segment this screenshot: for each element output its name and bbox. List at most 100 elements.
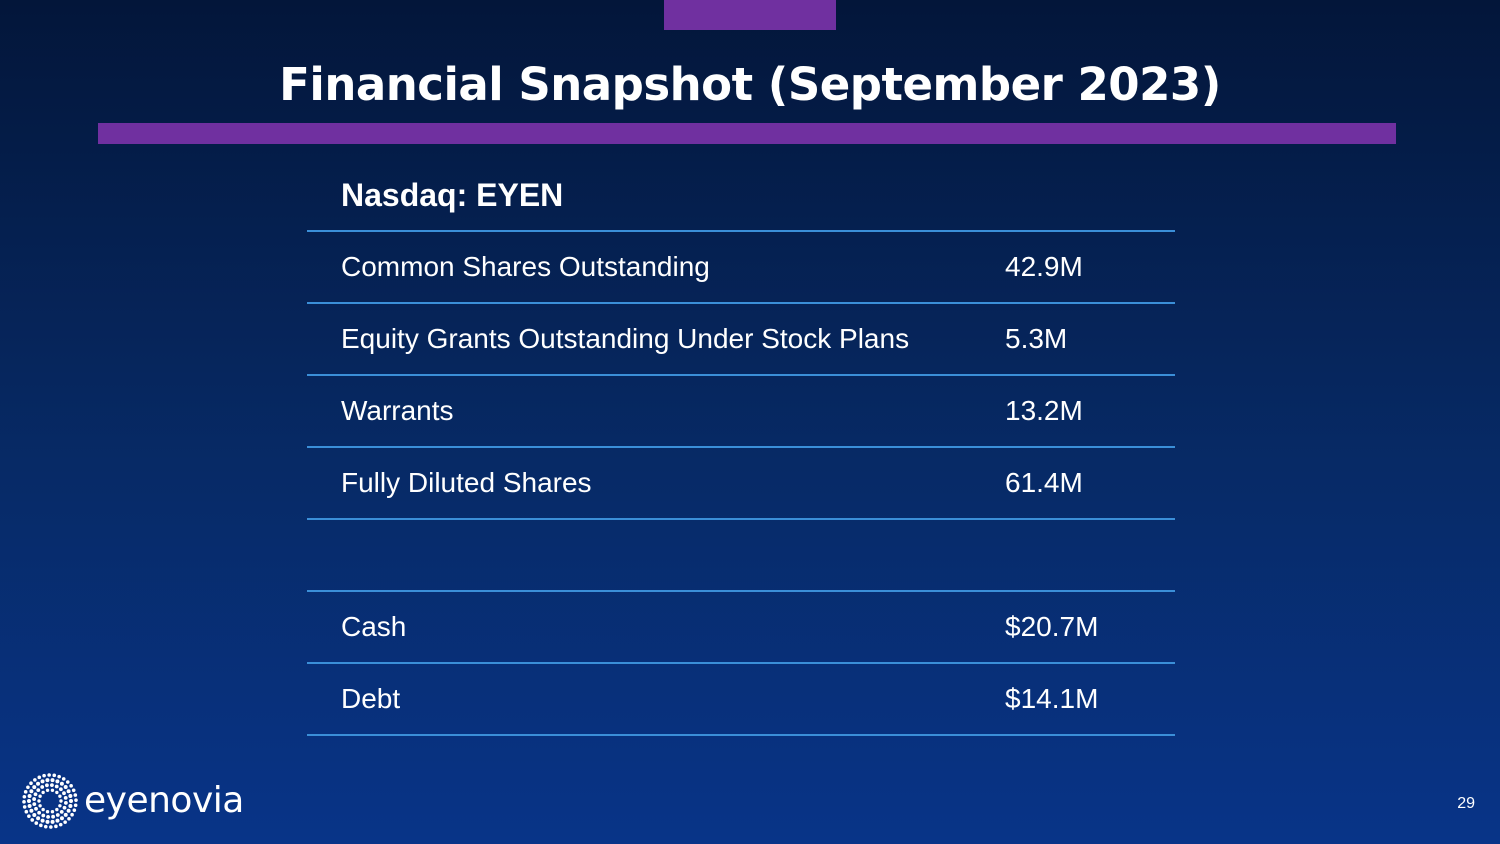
logo-dot (39, 823, 43, 828)
slide-title: Financial Snapshot (September 2023) (279, 58, 1221, 111)
logo-dot (22, 800, 26, 804)
eyenovia-logo: eyenovia (20, 773, 244, 829)
logo-dot (66, 808, 71, 813)
table-row: Debt $14.1M (307, 664, 1175, 736)
table-row: Cash $20.7M (307, 592, 1175, 664)
logo-dot (49, 825, 53, 829)
row-value: 61.4M (1005, 467, 1083, 498)
logo-dot (32, 812, 37, 817)
logo-dot (40, 779, 45, 784)
logo-dot (22, 794, 27, 799)
logo-dot (34, 806, 38, 811)
logo-dot (63, 812, 68, 817)
logo-dot (69, 784, 73, 788)
logo-dot (36, 781, 41, 786)
logo-dot (34, 821, 39, 825)
logo-dot (40, 785, 45, 789)
logo-dot (29, 808, 34, 813)
logo-dot (38, 804, 42, 808)
logo-dot (42, 773, 46, 778)
logo-dot (55, 807, 59, 812)
logo-dot (41, 813, 46, 818)
logo-dot (45, 778, 50, 783)
row-label: Common Shares Outstanding (341, 251, 710, 282)
logo-dot (47, 773, 51, 777)
logo-dot (26, 785, 30, 790)
logo-dot (37, 810, 42, 815)
financial-table: Nasdaq: EYEN Common Shares Outstanding 4… (307, 160, 1175, 736)
logo-dot (63, 820, 67, 824)
logo-dot (27, 814, 31, 818)
logo-dot (68, 793, 73, 798)
table-row: Equity Grants Outstanding Under Stock Pl… (307, 304, 1175, 376)
logo-dot (63, 785, 68, 790)
logo-dot (73, 793, 78, 797)
logo-dot (33, 792, 38, 797)
logo-dot (63, 796, 68, 800)
logo-dot (32, 802, 37, 806)
table-header: Nasdaq: EYEN (307, 160, 1175, 232)
logo-dot (59, 781, 64, 786)
logo-dot (62, 805, 67, 810)
logo-dot (66, 789, 71, 794)
logo-dot (58, 794, 62, 798)
logo-dot (65, 780, 70, 784)
dotted-sunburst-icon (22, 773, 78, 829)
logo-dot (27, 804, 32, 809)
logo-dot (74, 798, 78, 802)
logo-dot (54, 824, 58, 829)
logo-dot (29, 781, 33, 786)
logo-dot (37, 799, 41, 803)
logo-dot (45, 819, 50, 824)
logo-dot (32, 797, 37, 801)
logo-dot (58, 787, 63, 792)
logo-dot (45, 783, 49, 788)
logo-dot (23, 790, 28, 794)
logo-dot (71, 788, 76, 793)
logo-dot (54, 784, 59, 789)
top-accent-tab (664, 0, 836, 30)
logo-dot (69, 798, 73, 803)
logo-dot (50, 819, 55, 824)
table-row: Fully Diluted Shares 61.4M (307, 448, 1175, 520)
logo-dot (45, 810, 50, 814)
logo-dot (59, 799, 63, 803)
logo-dot (51, 814, 55, 819)
logo-dot (46, 814, 50, 819)
logo-dot (24, 809, 29, 814)
logo-dot (52, 773, 57, 778)
logo-dot (29, 789, 34, 794)
logo-dot (55, 813, 60, 817)
row-label: Cash (341, 611, 407, 642)
row-label: Fully Diluted Shares (341, 467, 592, 498)
logo-dot (50, 788, 55, 792)
logo-dot (40, 818, 45, 823)
logo-dot (63, 801, 68, 805)
logo-dot (36, 788, 41, 793)
row-value: $14.1M (1005, 683, 1099, 714)
logo-dot (33, 778, 37, 782)
logo-dot (55, 779, 60, 784)
logo-dot (50, 778, 55, 783)
row-value: 42.9M (1005, 251, 1083, 282)
logo-dot (50, 783, 54, 788)
logo-dot (37, 775, 42, 780)
logo-dot (41, 790, 45, 795)
logo-dot (57, 774, 61, 779)
logo-dot (55, 818, 60, 823)
logo-dot (58, 804, 62, 808)
logo-dot (38, 794, 42, 798)
logo-dot (59, 809, 64, 814)
table-spacer-row (307, 520, 1175, 592)
row-value: 13.2M (1005, 395, 1083, 426)
logo-dot (50, 810, 55, 814)
table-row: Warrants 13.2M (307, 376, 1175, 448)
row-value: $20.7M (1005, 611, 1099, 642)
logo-dot (30, 818, 35, 822)
logo-dot (45, 788, 50, 792)
row-label: Equity Grants Outstanding Under Stock Pl… (341, 323, 910, 354)
logo-dot (70, 812, 74, 817)
logo-dot (59, 816, 64, 821)
logo-dot (27, 799, 31, 804)
row-label: Warrants (341, 395, 454, 426)
